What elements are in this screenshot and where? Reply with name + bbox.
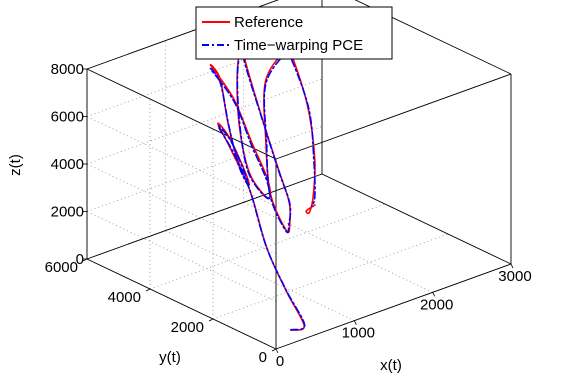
y-tick-mark <box>145 288 151 292</box>
axis-labels: x(t) y(t) z(t) <box>7 154 402 374</box>
x-tick-label: 1000 <box>342 325 375 342</box>
box-edge <box>275 263 512 350</box>
x-tick-label: 0 <box>276 353 284 370</box>
grid-line-x-floor <box>165 230 355 322</box>
x-tick-mark <box>275 348 279 354</box>
x-axis-label: x(t) <box>380 357 402 374</box>
grid-line-z-side <box>86 116 277 207</box>
grid-line-z-side <box>86 211 277 302</box>
legend-label-time-warping-pce: Time−warping PCE <box>234 37 363 54</box>
y-tick-label: 4000 <box>108 289 141 306</box>
axis-ticks: 0100020003000020004000600002000400060008… <box>45 61 532 370</box>
z-tick-label: 4000 <box>51 156 84 173</box>
box-edge <box>86 258 277 350</box>
axes-box <box>86 0 512 350</box>
grid-line-y-floor <box>212 233 449 320</box>
box-edge <box>321 173 512 265</box>
legend-label-reference: Reference <box>234 14 303 31</box>
z-tick-label: 0 <box>76 251 84 268</box>
grid-line-y-floor <box>149 203 386 290</box>
y-tick-mark <box>208 318 214 322</box>
z-tick-label: 2000 <box>51 204 84 221</box>
grid-line-z-side <box>86 163 277 255</box>
z-axis-label: z(t) <box>7 154 24 176</box>
legend-box <box>195 6 393 60</box>
box-edge <box>275 73 512 160</box>
y-tick-mark <box>271 348 277 352</box>
series-line-time-warping-pce <box>209 41 316 331</box>
z-tick-label: 8000 <box>51 61 84 78</box>
x-tick-label: 2000 <box>420 296 453 313</box>
series-lines <box>209 37 316 331</box>
series-line-reference <box>209 37 316 331</box>
x-tick-mark <box>510 263 514 269</box>
x-tick-label: 3000 <box>498 268 531 285</box>
y-tick-label: 0 <box>259 349 267 366</box>
y-tick-label: 6000 <box>45 259 78 276</box>
x-tick-mark <box>432 292 436 297</box>
x-tick-mark <box>353 320 357 325</box>
grid-line-z-back <box>86 78 323 165</box>
grid-line-x-floor <box>243 201 433 293</box>
y-tick-label: 2000 <box>171 319 204 336</box>
box-edge <box>86 173 323 260</box>
y-axis-label: y(t) <box>159 349 181 366</box>
legend: Reference Time−warping PCE <box>195 6 393 60</box>
box-edge <box>86 68 277 160</box>
box-edge <box>354 0 512 75</box>
z-tick-label: 6000 <box>51 109 84 126</box>
grid-line-z-back <box>86 126 323 212</box>
